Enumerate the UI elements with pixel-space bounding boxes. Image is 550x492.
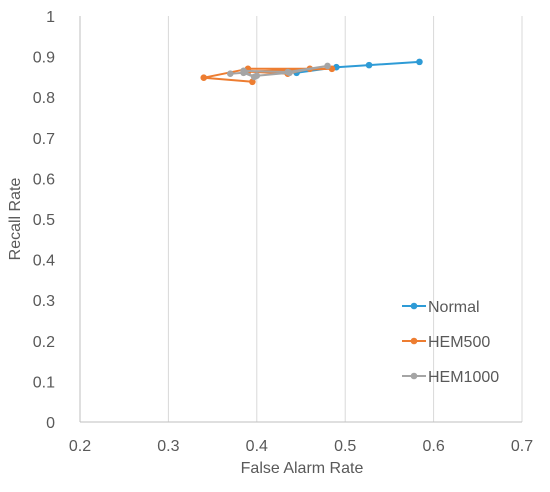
y-tick-label: 0.8 xyxy=(33,90,55,107)
y-tick-label: 0.1 xyxy=(33,374,55,391)
y-tick-label: 0.3 xyxy=(33,293,55,310)
data-point xyxy=(324,62,331,70)
data-point xyxy=(416,58,423,66)
legend-swatch-marker xyxy=(410,337,418,345)
x-tick-label: 0.2 xyxy=(69,438,91,455)
y-tick-label: 0.7 xyxy=(33,131,55,148)
x-tick-label: 0.4 xyxy=(246,438,268,455)
x-axis-title: False Alarm Rate xyxy=(241,460,364,477)
x-tick-label: 0.3 xyxy=(157,438,179,455)
legend-item: HEM1000 xyxy=(402,369,499,386)
x-tick-label: 0.6 xyxy=(422,438,444,455)
axes xyxy=(79,16,522,423)
data-point xyxy=(365,61,373,69)
y-tick-label: 1 xyxy=(46,9,55,26)
y-axis-title: Recall Rate xyxy=(7,178,24,261)
legend-swatch-marker xyxy=(410,372,418,380)
grid xyxy=(167,16,523,422)
y-tick-label: 0.9 xyxy=(33,50,55,67)
y-tick-label: 0.2 xyxy=(33,334,55,351)
y-tick-label: 0.5 xyxy=(33,212,55,229)
legend: Normal HEM500 HEM1000 xyxy=(402,299,499,386)
data-point xyxy=(200,74,208,82)
legend-label: HEM500 xyxy=(428,334,490,351)
legend-item: Normal xyxy=(402,299,480,316)
y-tick-label: 0 xyxy=(46,415,55,432)
data-point xyxy=(253,72,261,79)
series-hem1000 xyxy=(226,62,331,81)
legend-swatch-marker xyxy=(410,302,418,310)
legend-label: Normal xyxy=(428,299,480,316)
x-tick-label: 0.5 xyxy=(334,438,356,455)
data-point xyxy=(226,70,234,77)
y-tick-labels: 0 0.1 0.2 0.3 0.4 0.5 0.6 0.7 0.8 0.9 1 xyxy=(33,9,55,432)
x-tick-label: 0.7 xyxy=(511,438,533,455)
y-tick-label: 0.4 xyxy=(33,253,55,270)
legend-label: HEM1000 xyxy=(428,369,499,386)
legend-item: HEM500 xyxy=(402,334,490,351)
data-point xyxy=(286,69,293,77)
x-tick-labels: 0.2 0.3 0.4 0.5 0.6 0.7 xyxy=(69,438,533,455)
series xyxy=(200,58,423,86)
y-tick-label: 0.6 xyxy=(33,171,55,188)
data-point xyxy=(240,67,247,75)
